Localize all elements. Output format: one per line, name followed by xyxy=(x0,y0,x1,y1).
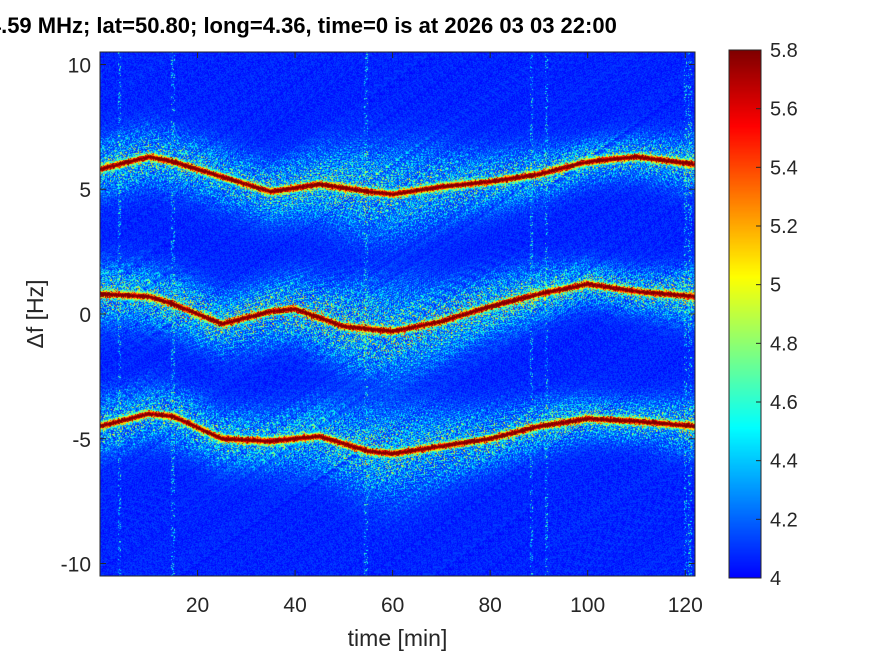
x-tick-label: 40 xyxy=(283,594,306,617)
x-tick-label: 20 xyxy=(186,594,209,617)
y-axis-label: Δf [Hz] xyxy=(22,279,48,348)
colorbar-tick-label: 4.8 xyxy=(770,333,798,355)
colorbar-tick-label: 4 xyxy=(770,568,781,590)
y-tick-label: 10 xyxy=(68,54,91,77)
x-axis-label: time [min] xyxy=(348,625,448,651)
colorbar-tick-label: 4.2 xyxy=(770,509,798,531)
y-tick-label: 5 xyxy=(79,179,91,202)
y-tick-label: -10 xyxy=(61,554,91,577)
colorbar-tick-label: 5.2 xyxy=(770,216,798,238)
colorbar-tick-label: 5.8 xyxy=(770,40,798,62)
y-tick-label: -5 xyxy=(72,429,91,452)
colorbar-tick-label: 4.4 xyxy=(770,451,798,473)
x-tick-label: 120 xyxy=(668,594,703,617)
colorbar-frame xyxy=(728,49,762,579)
colorbar-tick-label: 5.4 xyxy=(770,157,798,179)
colorbar-gradient xyxy=(729,50,761,578)
colorbar-tick-label: 4.6 xyxy=(770,392,798,414)
spectrogram-heatmap xyxy=(100,52,695,576)
x-tick-label: 100 xyxy=(570,594,605,617)
plot-frame xyxy=(99,51,696,577)
chart-title: =4.59 MHz; lat=50.80; long=4.36, time=0 … xyxy=(0,13,617,38)
colorbar-tick-label: 5 xyxy=(770,275,781,297)
y-tick-label: 0 xyxy=(79,304,91,327)
x-tick-label: 60 xyxy=(381,594,404,617)
colorbar-tick-label: 5.6 xyxy=(770,99,798,121)
x-tick-label: 80 xyxy=(478,594,501,617)
